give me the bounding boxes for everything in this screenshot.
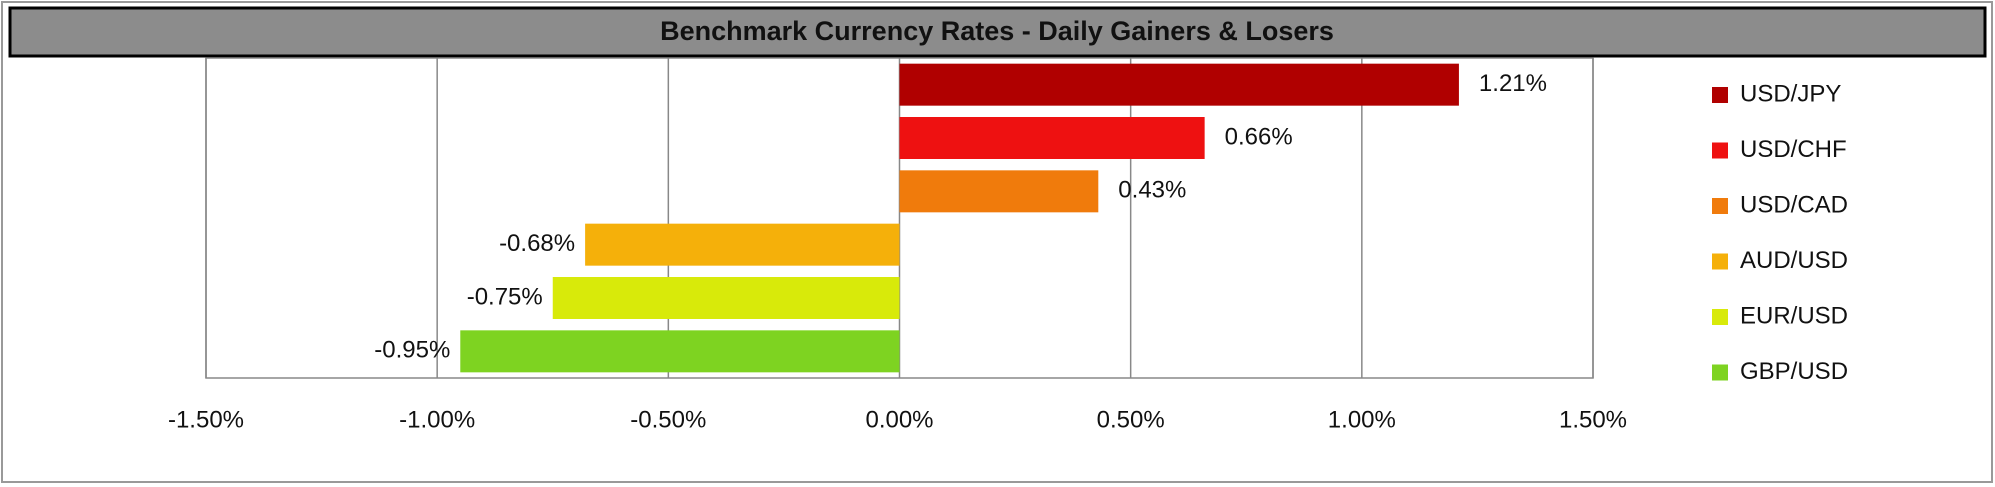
data-label: -0.68% bbox=[499, 230, 575, 257]
x-tick-label: -0.50% bbox=[630, 406, 706, 433]
legend-swatch bbox=[1712, 87, 1728, 103]
x-tick-label: 0.50% bbox=[1097, 406, 1165, 433]
data-label: -0.95% bbox=[374, 337, 450, 364]
x-tick-label: -1.50% bbox=[168, 406, 244, 433]
x-tick-label: 1.50% bbox=[1559, 406, 1627, 433]
legend-swatch bbox=[1712, 142, 1728, 159]
data-label: -0.75% bbox=[467, 283, 543, 310]
chart-title: Benchmark Currency Rates - Daily Gainers… bbox=[660, 16, 1334, 46]
x-tick-label: 0.00% bbox=[865, 406, 933, 433]
legend-label: AUD/USD bbox=[1740, 247, 1848, 274]
x-tick-label: 1.00% bbox=[1328, 406, 1396, 433]
bar bbox=[460, 330, 900, 373]
x-tick-label: -1.00% bbox=[399, 406, 475, 433]
legend-label: USD/CAD bbox=[1740, 191, 1848, 218]
legend-label: GBP/USD bbox=[1740, 358, 1848, 385]
bar bbox=[899, 117, 1205, 159]
bar bbox=[552, 277, 900, 319]
bar bbox=[899, 63, 1459, 106]
data-label: 1.21% bbox=[1479, 70, 1547, 97]
bar bbox=[585, 223, 900, 266]
legend-swatch bbox=[1712, 253, 1728, 270]
legend-label: USD/CHF bbox=[1740, 136, 1847, 163]
legend-swatch bbox=[1712, 198, 1728, 214]
legend-swatch bbox=[1712, 364, 1728, 381]
legend-label: USD/JPY bbox=[1740, 80, 1841, 107]
legend-swatch bbox=[1712, 309, 1728, 325]
legend-label: EUR/USD bbox=[1740, 302, 1848, 329]
data-label: 0.66% bbox=[1225, 123, 1293, 150]
title-bar bbox=[8, 6, 1987, 58]
bar bbox=[899, 170, 1099, 213]
data-label: 0.43% bbox=[1118, 177, 1186, 204]
